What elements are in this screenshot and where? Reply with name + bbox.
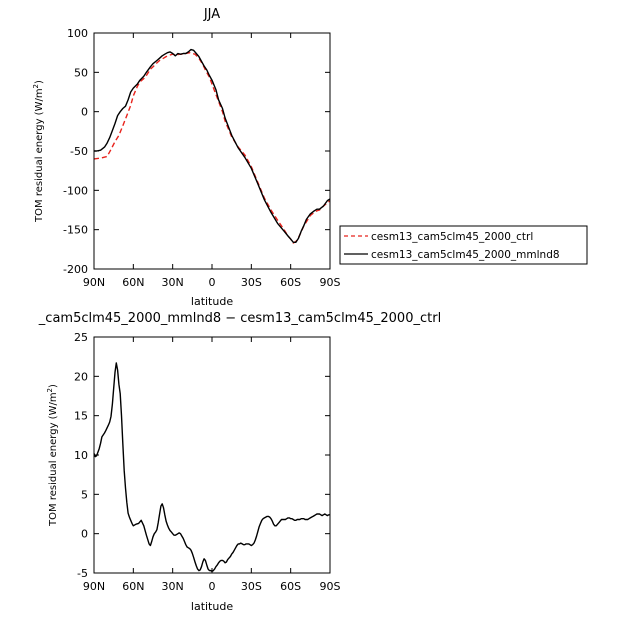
top-xtick-label: 30N	[162, 276, 184, 289]
bottom-ytick-label: 0	[81, 528, 88, 541]
top-series-line-1	[94, 48, 331, 244]
top-plot-frame	[93, 32, 331, 270]
bottom-xtick-label: 30N	[162, 580, 184, 593]
bottom-ytick-label: 25	[74, 331, 88, 344]
bottom-ylabel: TOM residual energy (W/m2)	[46, 384, 59, 527]
legend-box	[339, 225, 588, 265]
legend-label-mmlnd8: cesm13_cam5clm45_2000_mmlnd8	[371, 249, 560, 261]
top-xtick-label: 60N	[122, 276, 144, 289]
top-ytick-label: 0	[81, 106, 88, 119]
top-xlabel: latitude	[191, 295, 233, 308]
bottom-ticks: 90N 60N 30N 0 30S 60S 90S -5 0 5 10 15 20 25	[74, 331, 341, 593]
bottom-xtick-label: 90S	[320, 580, 341, 593]
bottom-title: _cam5clm45_2000_mmlnd8 − cesm13_cam5clm4…	[38, 311, 441, 326]
bottom-ytick-label: 20	[74, 370, 88, 383]
bottom-xtick-label: 60S	[280, 580, 301, 593]
legend: cesm13_cam5clm45_2000_ctrl cesm13_cam5cl…	[339, 225, 588, 265]
top-ytick-label: -200	[63, 263, 88, 276]
top-ytick-label: 100	[67, 27, 88, 40]
bottom-xtick-label: 0	[209, 580, 216, 593]
bottom-series-line-0	[93, 362, 330, 573]
bottom-panel: _cam5clm45_2000_mmlnd8 − cesm13_cam5clm4…	[38, 311, 441, 613]
bottom-xtick-label: 90N	[83, 580, 105, 593]
top-xtick-label: 90S	[320, 276, 341, 289]
top-ytick-label: -150	[63, 224, 88, 237]
bottom-ytick-label: 15	[74, 410, 88, 423]
top-series-lines	[93, 48, 331, 244]
top-title: JJA	[203, 7, 220, 22]
top-panel: JJA 90N 60N 30N 0 30S 60S 90S -200 -150 -100 -50 0 5…	[32, 7, 341, 308]
top-xtick-label: 90N	[83, 276, 105, 289]
top-xtick-label: 60S	[280, 276, 301, 289]
bottom-xtick-label: 30S	[241, 580, 262, 593]
bottom-xlabel: latitude	[191, 600, 233, 613]
bottom-series-lines	[93, 362, 330, 573]
bottom-ytick-label: 5	[81, 488, 88, 501]
legend-label-ctrl: cesm13_cam5clm45_2000_ctrl	[371, 231, 533, 243]
bottom-plot-frame	[93, 336, 331, 574]
bottom-ytick-label: -5	[77, 567, 88, 580]
top-ytick-label: -50	[70, 145, 88, 158]
top-ylabel: TOM residual energy (W/m2)	[32, 80, 45, 223]
top-xtick-label: 30S	[241, 276, 262, 289]
top-ytick-label: 50	[74, 66, 88, 79]
bottom-ytick-label: 10	[74, 449, 88, 462]
bottom-xtick-label: 60N	[122, 580, 144, 593]
top-ytick-label: -100	[63, 184, 88, 197]
top-ticks: 90N 60N 30N 0 30S 60S 90S -200 -150 -100 -50 0 50 100	[63, 27, 340, 289]
top-xtick-label: 0	[209, 276, 216, 289]
